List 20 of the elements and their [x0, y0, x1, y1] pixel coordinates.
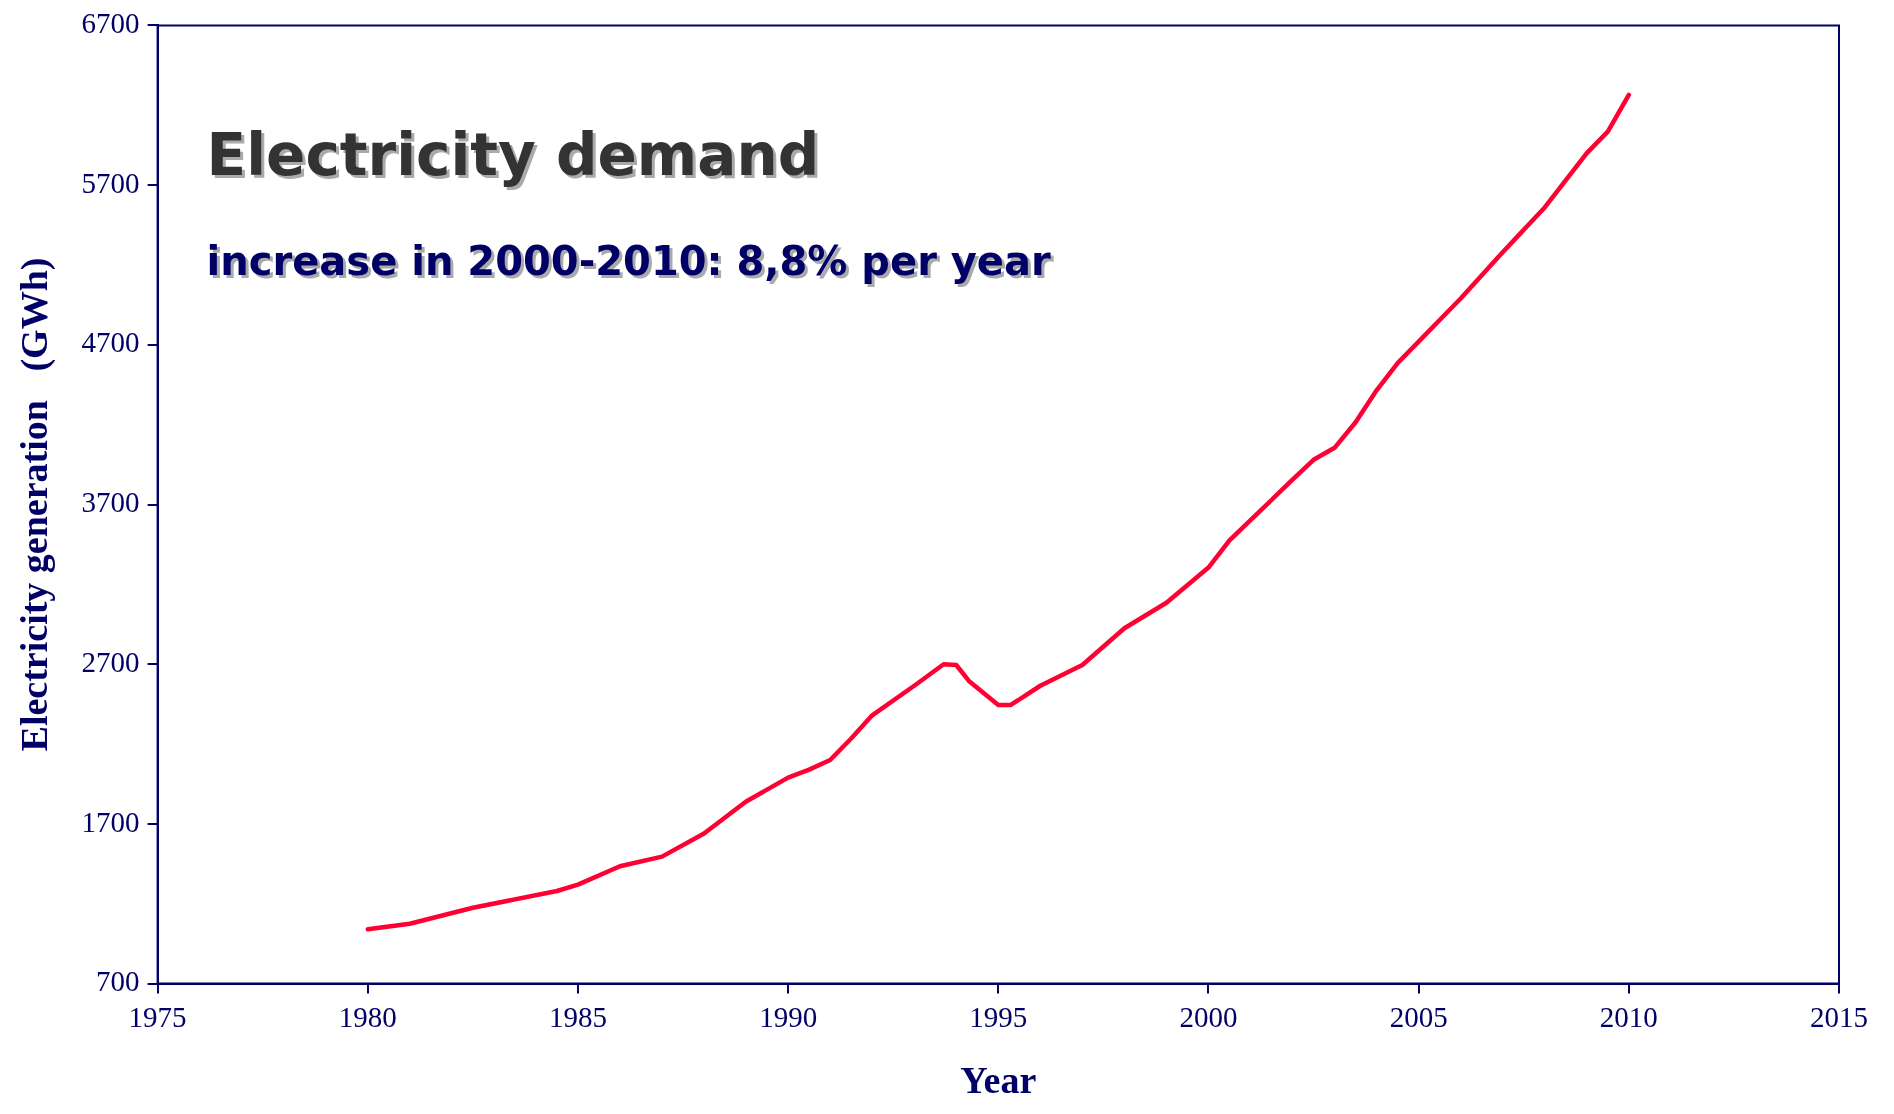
x-tick-label: 1990 [759, 1000, 818, 1033]
x-tick-label: 1980 [338, 1000, 397, 1033]
x-tick-label: 2010 [1599, 1000, 1658, 1033]
y-tick-label: 700 [96, 965, 140, 998]
y-tick-label: 1700 [81, 805, 140, 838]
y-tick-label: 5700 [81, 166, 140, 199]
x-tick-label: 1975 [128, 1000, 187, 1033]
y-tick-label: 3700 [81, 486, 140, 519]
x-tick-label: 2015 [1810, 1000, 1868, 1033]
x-tick-label: 1985 [548, 1000, 607, 1033]
y-tick-label: 2700 [81, 645, 140, 678]
x-tick-label: 1995 [969, 1000, 1028, 1033]
y-tick-label: 4700 [81, 326, 140, 359]
x-tick-label: 2000 [1179, 1000, 1238, 1033]
y-axis-title: Electricity generation (GWh) [12, 257, 56, 752]
text: increase in 2000-2010: 8,8% per year [209, 241, 1054, 288]
x-tick-label: 2005 [1389, 1000, 1448, 1033]
y-tick-label: 6700 [81, 7, 140, 40]
text: Electricity demand [209, 124, 823, 193]
x-axis-title: Year [960, 1059, 1037, 1102]
